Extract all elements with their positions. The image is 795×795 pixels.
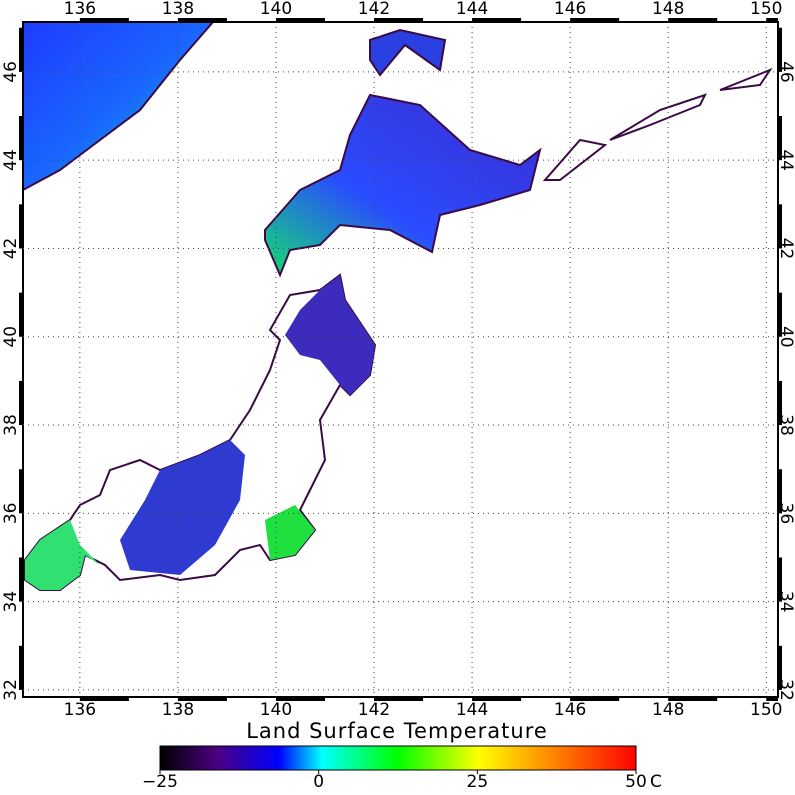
border-segment (766, 18, 778, 22)
x-tick-label: 142 (358, 0, 390, 19)
border-segment (275, 697, 325, 701)
y-tick-label: 32 (776, 679, 795, 701)
x-tick-label: 136 (64, 700, 96, 720)
sakhalin (369, 28, 447, 77)
colorbar (159, 745, 637, 771)
x-tick-label: 150 (750, 700, 782, 720)
map-title: Land Surface Temperature (246, 719, 548, 743)
y-tick-label: 40 (1, 326, 21, 348)
land-areas (22, 21, 773, 591)
border-segment (778, 204, 782, 249)
kinki-color (25, 520, 100, 590)
y-tick-label: 46 (776, 61, 795, 83)
y-tick-label: 36 (776, 503, 795, 525)
kuril-islands (542, 67, 773, 181)
y-tick-label: 38 (1, 414, 21, 436)
x-tick-label: 150 (750, 0, 782, 19)
colorbar-tick-label: −25 (142, 772, 178, 792)
x-tick-label: 148 (652, 0, 684, 19)
border-segment (668, 18, 718, 22)
border-segment (766, 697, 778, 701)
x-tick-label: 138 (162, 0, 194, 19)
border-segment (472, 697, 522, 701)
chubu-color (120, 440, 245, 575)
y-tick-label: 42 (1, 238, 21, 260)
border-segment (668, 697, 718, 701)
mainland-coast (22, 21, 216, 192)
border-segment (275, 18, 325, 22)
border-segment (374, 697, 424, 701)
y-tick-label: 36 (1, 503, 21, 525)
border-segment (570, 697, 620, 701)
border-segment (177, 18, 227, 22)
tohoku-color (285, 275, 375, 395)
colorbar-tick-label: 50 (625, 772, 647, 792)
border-segment (79, 18, 129, 22)
border-segment (19, 116, 23, 161)
x-tick-label: 136 (64, 0, 96, 19)
x-tick-label: 144 (456, 700, 488, 720)
x-tick-label: 140 (260, 0, 292, 19)
border-segment (778, 292, 782, 337)
border-segment (19, 204, 23, 249)
x-tick-label: 146 (554, 0, 586, 19)
x-tick-label: 142 (358, 700, 390, 720)
colorbar-tick-label: 25 (467, 772, 489, 792)
colorbar-unit: C (650, 772, 662, 792)
border-segment (19, 645, 23, 690)
x-tick-label: 140 (260, 700, 292, 720)
y-tick-label: 44 (1, 149, 21, 171)
y-tick-label: 34 (776, 591, 795, 613)
border-segment (19, 27, 23, 72)
border-segment (778, 645, 782, 690)
y-tick-label: 38 (776, 414, 795, 436)
border-segment (778, 380, 782, 426)
border-segment (778, 469, 782, 514)
x-tick-label: 146 (554, 700, 586, 720)
border-segment (570, 18, 620, 22)
x-tick-label: 148 (652, 700, 684, 720)
border-segment (19, 292, 23, 337)
y-tick-label: 44 (776, 149, 795, 171)
hokkaido (264, 93, 542, 278)
border-segment (19, 557, 23, 602)
y-tick-label: 46 (1, 61, 21, 83)
border-segment (472, 18, 522, 22)
colorbar-tick-label: 0 (313, 772, 324, 792)
border-segment (19, 380, 23, 426)
border-segment (778, 557, 782, 602)
x-tick-label: 138 (162, 700, 194, 720)
y-tick-label: 42 (776, 238, 795, 260)
x-tick-label: 144 (456, 0, 488, 19)
border-segment (374, 18, 424, 22)
y-tick-label: 34 (1, 591, 21, 613)
border-segment (19, 469, 23, 514)
map-axes: 136 136 138 138 140 140 142 142 144 144 146 146 148 1… (1, 0, 795, 720)
colorbar-axis: −25 0 25 50 C (142, 770, 662, 792)
border-segment (177, 697, 227, 701)
y-tick-label: 32 (1, 679, 21, 701)
y-tick-label: 40 (776, 326, 795, 348)
border-segment (778, 27, 782, 72)
border-segment (778, 116, 782, 161)
border-segment (79, 697, 129, 701)
kanto-color (265, 505, 315, 560)
